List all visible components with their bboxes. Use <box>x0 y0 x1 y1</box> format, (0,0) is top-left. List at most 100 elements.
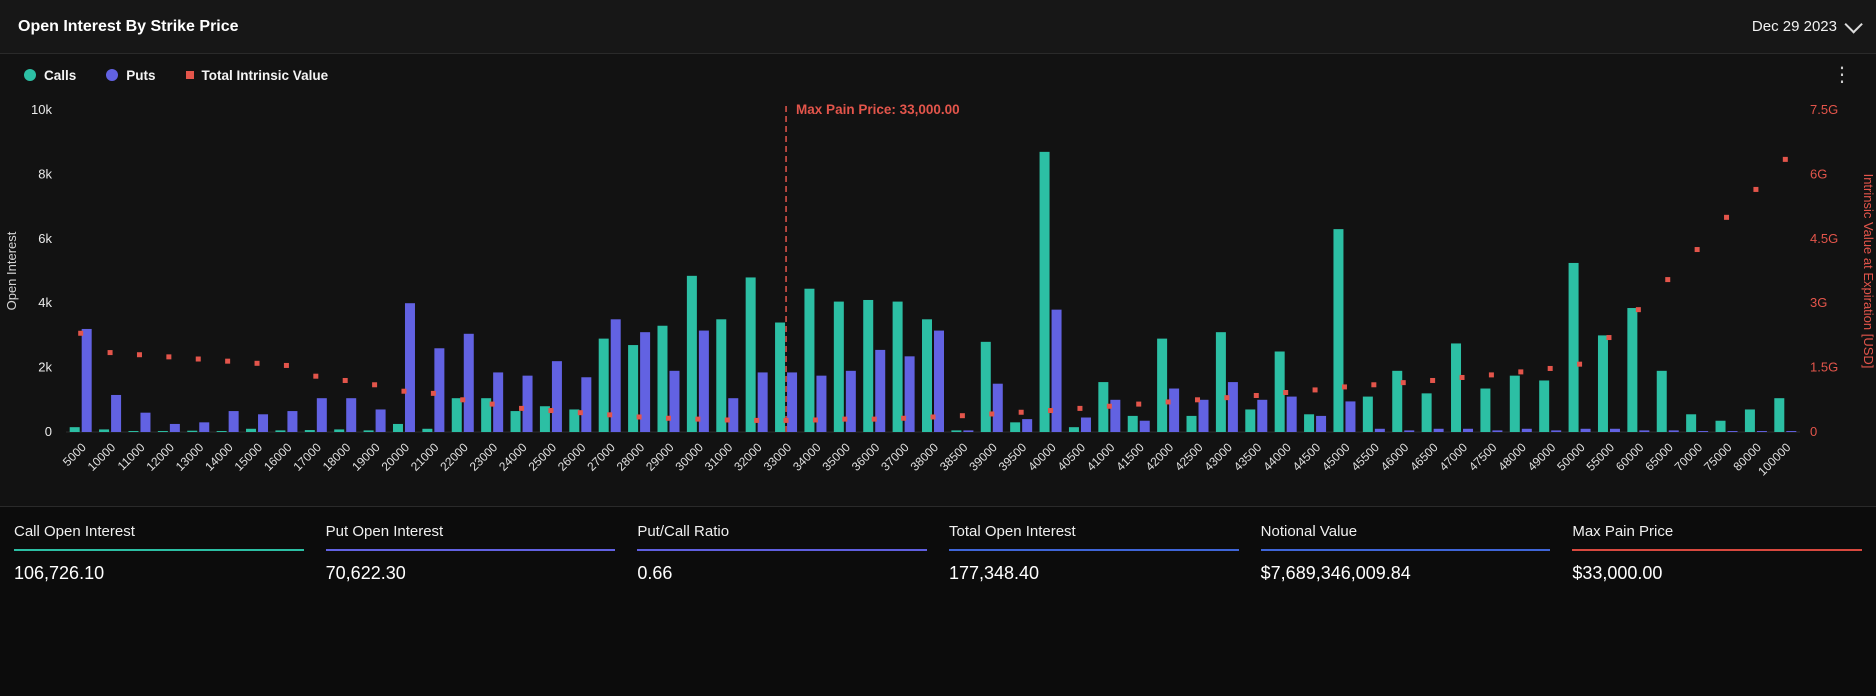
svg-text:4k: 4k <box>38 295 52 310</box>
svg-text:6k: 6k <box>38 231 52 246</box>
svg-text:39500: 39500 <box>996 440 1030 474</box>
svg-text:0: 0 <box>1810 424 1817 439</box>
svg-text:20000: 20000 <box>379 440 413 474</box>
chevron-down-icon <box>1844 15 1863 34</box>
svg-text:18000: 18000 <box>320 440 354 474</box>
svg-text:2k: 2k <box>38 360 52 375</box>
open-interest-by-strike-chart[interactable]: 0 2k 4k 6k 8k 10k 0 1.5G 3G 4.5G 6G 7.5G Open Intere… <box>0 96 1876 506</box>
kebab-menu-icon[interactable]: ⋮ <box>1832 64 1852 86</box>
stat-call-open-interest: Call Open Interest 106,726.10 <box>14 523 304 584</box>
svg-text:42000: 42000 <box>1143 440 1177 474</box>
legend-item-calls[interactable]: Calls <box>24 68 76 83</box>
stat-value: 70,622.30 <box>325 563 406 583</box>
svg-text:19000: 19000 <box>349 440 383 474</box>
svg-text:46500: 46500 <box>1407 440 1441 474</box>
svg-text:75000: 75000 <box>1701 440 1735 474</box>
svg-text:Intrinsic Value at Expiration: Intrinsic Value at Expiration [USD] <box>1861 174 1876 369</box>
intrinsic-value-marker-icon <box>185 71 194 79</box>
stats-footer: Call Open Interest 106,726.10 Put Open I… <box>0 506 1876 696</box>
svg-text:50000: 50000 <box>1554 440 1588 474</box>
svg-text:38500: 38500 <box>937 440 971 474</box>
svg-text:30000: 30000 <box>673 440 707 474</box>
legend-label: Total Intrinsic Value <box>201 67 329 83</box>
legend-row: Calls Puts Total Intrinsic Value ⋮ <box>0 54 1876 96</box>
stat-value: $33,000.00 <box>1572 563 1663 583</box>
puts-marker-icon <box>106 69 119 81</box>
legend: Calls Puts Total Intrinsic Value <box>24 68 328 83</box>
stat-put-call-ratio: Put/Call Ratio 0.66 <box>637 523 927 584</box>
stat-underline <box>1572 549 1862 551</box>
svg-text:38000: 38000 <box>908 440 942 474</box>
svg-text:46000: 46000 <box>1378 440 1412 474</box>
svg-text:48000: 48000 <box>1495 440 1529 474</box>
chart-area: 0 2k 4k 6k 8k 10k 0 1.5G 3G 4.5G 6G 7.5G Open Intere… <box>0 96 1876 506</box>
svg-text:26000: 26000 <box>555 440 589 474</box>
svg-text:43000: 43000 <box>1202 440 1236 474</box>
svg-text:10k: 10k <box>31 102 52 117</box>
stat-label: Total Open Interest <box>948 523 1076 540</box>
svg-text:31000: 31000 <box>702 440 736 474</box>
svg-text:13000: 13000 <box>173 440 207 474</box>
svg-text:17000: 17000 <box>290 440 324 474</box>
svg-text:34000: 34000 <box>790 440 824 474</box>
svg-text:22000: 22000 <box>437 440 471 474</box>
calls-marker-icon <box>24 69 36 81</box>
svg-text:29000: 29000 <box>643 440 677 474</box>
stat-value: $7,689,346,009.84 <box>1260 563 1411 583</box>
svg-text:14000: 14000 <box>202 440 236 474</box>
svg-text:3G: 3G <box>1810 295 1827 310</box>
svg-text:41500: 41500 <box>1113 440 1147 474</box>
svg-text:25000: 25000 <box>526 440 560 474</box>
legend-label: Puts <box>126 67 156 83</box>
date-selector[interactable]: Dec 29 2023 <box>1752 15 1863 35</box>
svg-text:35000: 35000 <box>819 440 853 474</box>
svg-text:6G: 6G <box>1810 166 1827 181</box>
svg-text:32000: 32000 <box>731 440 765 474</box>
stat-notional-value: Notional Value $7,689,346,009.84 <box>1260 523 1551 584</box>
stat-total-open-interest: Total Open Interest 177,348.40 <box>948 523 1239 584</box>
svg-text:43500: 43500 <box>1231 440 1265 474</box>
legend-label: Calls <box>44 67 77 83</box>
stat-label: Put/Call Ratio <box>637 523 730 540</box>
svg-text:15000: 15000 <box>232 440 266 474</box>
svg-text:Open Interest: Open Interest <box>4 231 19 310</box>
stat-underline <box>14 549 304 551</box>
svg-text:39000: 39000 <box>966 440 1000 474</box>
svg-text:70000: 70000 <box>1672 440 1706 474</box>
stat-underline <box>1260 549 1551 551</box>
svg-text:60000: 60000 <box>1613 440 1647 474</box>
svg-text:55000: 55000 <box>1584 440 1618 474</box>
svg-text:24000: 24000 <box>496 440 530 474</box>
svg-text:49000: 49000 <box>1525 440 1559 474</box>
svg-text:8k: 8k <box>38 166 52 181</box>
stat-label: Notional Value <box>1260 523 1358 540</box>
svg-text:44000: 44000 <box>1260 440 1294 474</box>
svg-text:33000: 33000 <box>761 440 795 474</box>
stat-put-open-interest: Put Open Interest 70,622.30 <box>325 523 616 584</box>
stat-underline <box>325 549 616 551</box>
stat-label: Put Open Interest <box>325 523 444 540</box>
svg-text:16000: 16000 <box>261 440 295 474</box>
svg-text:23000: 23000 <box>467 440 501 474</box>
stat-max-pain-price: Max Pain Price $33,000.00 <box>1572 523 1862 584</box>
svg-text:36000: 36000 <box>849 440 883 474</box>
stat-label: Call Open Interest <box>14 523 135 540</box>
svg-text:28000: 28000 <box>614 440 648 474</box>
svg-text:7.5G: 7.5G <box>1810 102 1838 117</box>
svg-text:42500: 42500 <box>1172 440 1206 474</box>
svg-text:45000: 45000 <box>1319 440 1353 474</box>
stat-value: 106,726.10 <box>14 563 105 583</box>
svg-text:44500: 44500 <box>1290 440 1324 474</box>
svg-text:100000: 100000 <box>1755 440 1793 478</box>
header: Open Interest By Strike Price Dec 29 202… <box>0 0 1876 54</box>
svg-text:45500: 45500 <box>1348 440 1382 474</box>
svg-text:41000: 41000 <box>1084 440 1118 474</box>
stat-label: Max Pain Price <box>1572 523 1674 540</box>
stat-underline <box>637 549 927 551</box>
stat-underline <box>948 549 1239 551</box>
legend-item-puts[interactable]: Puts <box>106 67 156 83</box>
svg-text:47000: 47000 <box>1437 440 1471 474</box>
legend-item-total-intrinsic-value[interactable]: Total Intrinsic Value <box>185 67 329 83</box>
svg-text:37000: 37000 <box>878 440 912 474</box>
